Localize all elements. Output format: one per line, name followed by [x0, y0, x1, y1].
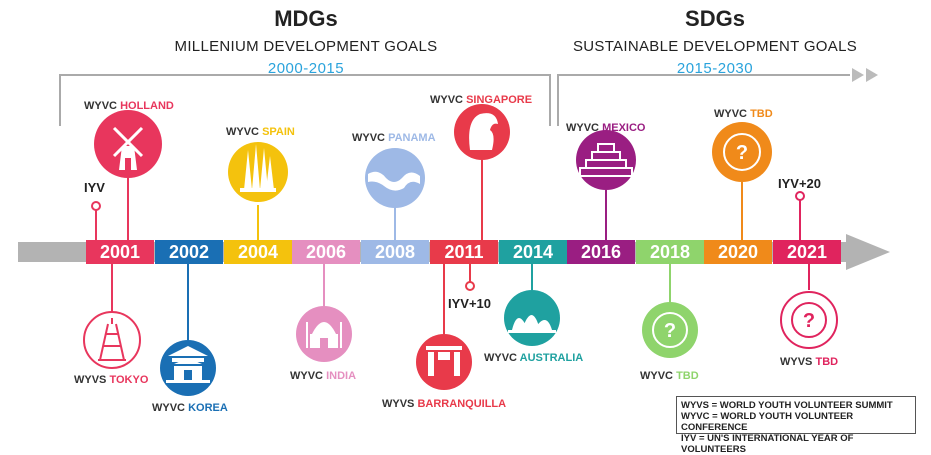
- question-2020-symbol: ?: [736, 142, 748, 164]
- label-barranquilla: WYVS BARRANQUILLA: [382, 398, 507, 410]
- windmill-icon: [94, 110, 162, 178]
- label-spain: WYVC SPAIN: [226, 126, 295, 138]
- iyv-dot: [91, 201, 101, 211]
- label-2018: WYVC TBD: [640, 370, 699, 382]
- question-2021-symbol: ?: [803, 310, 815, 332]
- year-segment-2002: 2002: [155, 240, 223, 264]
- label-panama: WYVC PANAMA: [352, 132, 436, 144]
- label-mexico: WYVC MEXICO: [566, 122, 646, 134]
- sdgs-arrow-2: [866, 68, 878, 82]
- iyv10-dot: [465, 281, 475, 291]
- sdgs-arrow-1: [852, 68, 864, 82]
- place-tokyo: TOKYO: [109, 374, 149, 386]
- sdgs-header: SDGs SUSTAINABLE DEVELOPMENT GOALS 2015-…: [545, 6, 885, 77]
- timeline-arrowhead: [846, 234, 890, 270]
- label-2020: WYVC TBD: [714, 108, 773, 120]
- year-segment-2014: 2014: [499, 240, 567, 264]
- year-segment-2020: 2020: [704, 240, 772, 264]
- year-segment-2021: 2021: [773, 240, 841, 264]
- iyv20-dot: [795, 191, 805, 201]
- question-2020-icon: [712, 122, 772, 182]
- year-segment-2011: 2011: [430, 240, 498, 264]
- sdgs-title: SDGs: [685, 6, 745, 31]
- label-holland: WYVC HOLLAND: [84, 100, 174, 112]
- mdgs-header: MDGs MILLENIUM DEVELOPMENT GOALS 2000-20…: [136, 6, 476, 77]
- marker-iyv10: IYV+10: [448, 296, 492, 311]
- mdgs-bracket: [59, 74, 551, 126]
- label-singapore: WYVC SINGAPORE: [430, 94, 533, 106]
- place-2020: TBD: [750, 108, 773, 120]
- opera-house-icon: [504, 290, 560, 346]
- barranquilla-arch-icon: [416, 334, 472, 390]
- place-india: INDIA: [326, 370, 357, 382]
- year-segment-2004: 2004: [224, 240, 292, 264]
- place-korea: KOREA: [188, 402, 228, 414]
- label-tokyo: WYVS TOKYO: [74, 374, 149, 386]
- year-segment-2016: 2016: [567, 240, 635, 264]
- place-australia: AUSTRALIA: [519, 352, 584, 364]
- place-holland: HOLLAND: [120, 100, 174, 112]
- legend-iyv: IYV = UN'S INTERNATIONAL YEAR OF VOLUNTE…: [681, 433, 854, 455]
- sdgs-years: 2015-2030: [676, 60, 754, 77]
- korea-gate-icon: [160, 340, 216, 396]
- label-india: WYVC INDIA: [290, 370, 357, 382]
- taj-mahal-icon: [296, 306, 352, 362]
- tokyo-tower-icon: [83, 311, 141, 369]
- panama-map-icon: [365, 148, 425, 208]
- place-mexico: MEXICO: [602, 122, 646, 134]
- mdgs-subtitle: MILLENIUM DEVELOPMENT GOALS: [174, 38, 438, 55]
- sdgs-subtitle: SUSTAINABLE DEVELOPMENT GOALS: [572, 38, 858, 55]
- mdgs-years: 2000-2015: [267, 60, 345, 77]
- place-panama: PANAMA: [388, 132, 436, 144]
- marker-iyv: IYV: [84, 180, 105, 195]
- timeline-diagram: MDGs MILLENIUM DEVELOPMENT GOALS 2000-20…: [18, 6, 916, 455]
- question-2018-icon: [642, 302, 698, 358]
- year-segment-2006: 2006: [292, 240, 360, 264]
- merlion-icon: [454, 104, 510, 160]
- pyramid-icon: [576, 130, 636, 190]
- legend-box: WYVS = WORLD YOUTH VOLUNTEER SUMMIT WYVC…: [676, 396, 916, 455]
- place-2021: TBD: [815, 356, 839, 368]
- year-segment-2008: 2008: [361, 240, 429, 264]
- question-2018-symbol: ?: [664, 320, 676, 342]
- year-segment-2018: 2018: [636, 240, 704, 264]
- sdgs-bracket: [557, 74, 850, 126]
- year-segment-2001: 2001: [86, 240, 154, 264]
- legend-wyvs: WYVS = WORLD YOUTH VOLUNTEER SUMMIT: [681, 400, 893, 411]
- marker-iyv20: IYV+20: [778, 176, 822, 191]
- place-singapore: SINGAPORE: [466, 94, 533, 106]
- place-barranquilla: BARRANQUILLA: [417, 398, 507, 410]
- place-2018: TBD: [676, 370, 699, 382]
- label-2021: WYVS TBD: [780, 356, 839, 368]
- legend-wyvc: WYVC = WORLD YOUTH VOLUNTEER CONFERENCE: [681, 411, 854, 433]
- sagrada-familia-icon: [228, 142, 288, 202]
- label-australia: WYVC AUSTRALIA: [484, 352, 584, 364]
- place-spain: SPAIN: [262, 126, 295, 138]
- question-2021-icon: [780, 291, 838, 349]
- mdgs-title: MDGs: [274, 6, 338, 31]
- label-korea: WYVC KOREA: [152, 402, 228, 414]
